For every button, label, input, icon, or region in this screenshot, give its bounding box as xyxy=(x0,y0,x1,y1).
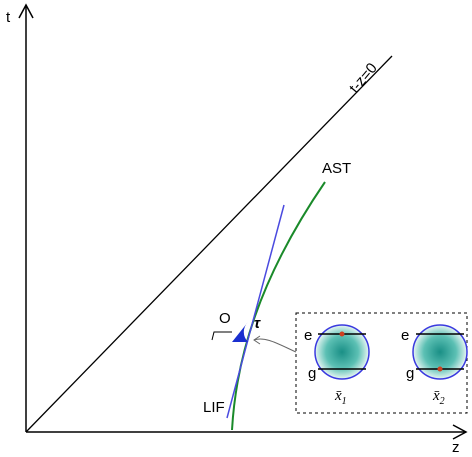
spacetime-diagram: t z t-z=0 AST LIF O τ e g x̄1 e g x̄2 xyxy=(0,0,472,457)
detector xyxy=(413,325,467,379)
light-cone-label: t-z=0 xyxy=(346,60,381,97)
t-axis-label: t xyxy=(6,9,11,26)
ground-label: g xyxy=(406,365,414,382)
position-label: x̄1 xyxy=(334,388,347,407)
z-axis-label: z xyxy=(452,439,460,456)
connector-head xyxy=(254,336,260,344)
proper-time-label: τ xyxy=(254,315,261,332)
observer-label: O xyxy=(219,310,231,327)
ground-label: g xyxy=(308,365,316,382)
axes xyxy=(19,5,466,439)
ast-label: AST xyxy=(322,160,351,177)
excited-label: e xyxy=(304,327,312,344)
position-label: x̄2 xyxy=(432,388,445,407)
excited-label: e xyxy=(401,327,409,344)
lif-line xyxy=(227,205,284,418)
observer-icon xyxy=(232,322,248,342)
detector xyxy=(315,325,369,379)
observer-handle xyxy=(212,332,232,340)
lif-label: LIF xyxy=(203,399,225,416)
connector-arrow xyxy=(254,339,296,352)
ast-curve xyxy=(232,182,325,430)
